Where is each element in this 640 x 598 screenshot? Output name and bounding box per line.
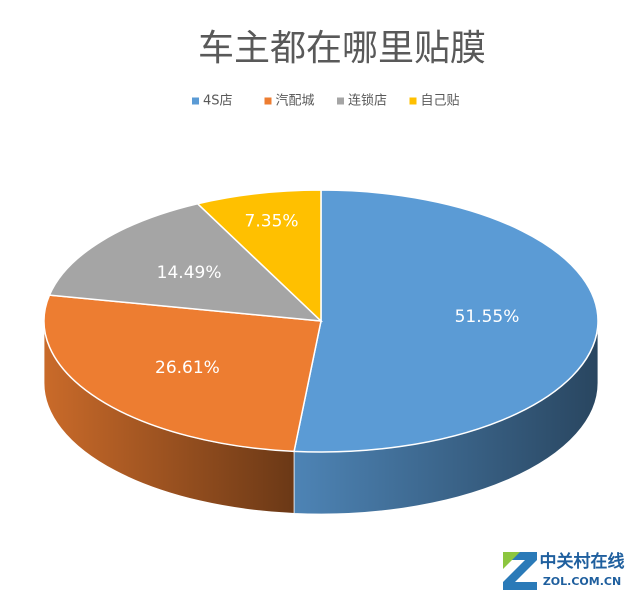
legend-label: 连锁店 [348,93,387,109]
data-label: 26.61% [155,358,220,378]
legend-label: 自己贴 [421,94,460,109]
watermark-site: ZOL.COM.CN [543,575,621,588]
legend-swatch [264,97,272,105]
watermark-logo [503,552,537,590]
data-label: 14.49% [157,263,222,283]
watermark-name: 中关村在线 [540,551,625,572]
legend-label: 4S店 [203,94,233,109]
pie: 51.55% 26.61% 14.49% 7.35% [43,189,599,515]
watermark-logo-accent [503,552,520,569]
legend-label: 汽配城 [276,94,315,109]
data-label: 7.35% [245,212,299,232]
slice [48,202,324,322]
legend-swatch [409,97,417,105]
slice [43,294,322,453]
chart-title: 车主都在哪里贴膜 [198,28,486,69]
slice [293,189,599,453]
legend: 4S店 汽配城 连锁店 自己贴 [192,93,460,109]
data-label: 51.55% [455,307,520,327]
legend-swatch [192,97,199,105]
legend-swatch [337,97,344,105]
watermark: 中关村在线 ZOL.COM.CN [503,551,625,590]
slice [196,189,322,323]
